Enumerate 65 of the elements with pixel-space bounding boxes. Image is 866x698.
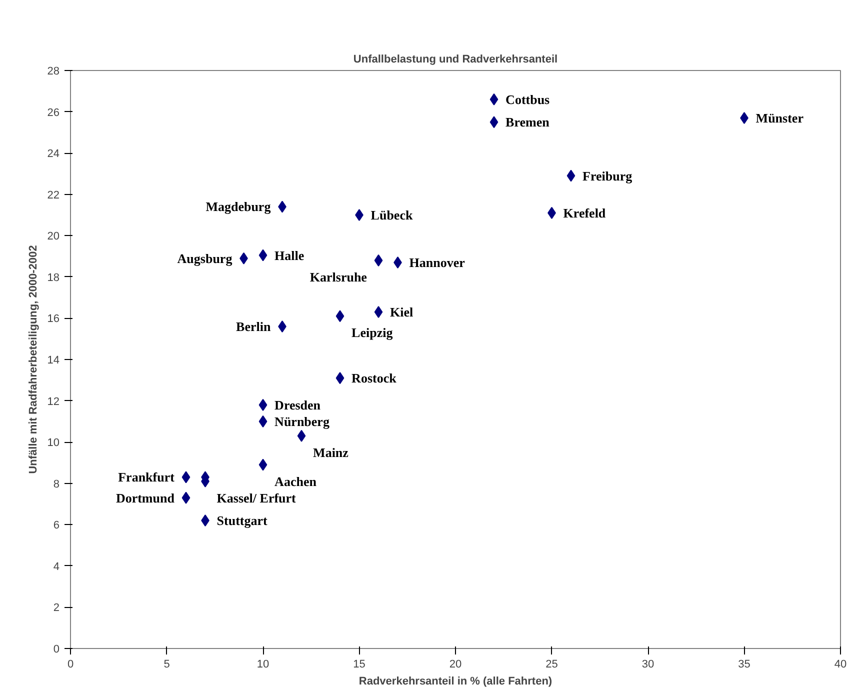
- point: [336, 372, 344, 384]
- annotation: Kiel: [390, 304, 414, 320]
- annotation: Magdeburg: [206, 199, 272, 214]
- y-axis-title: Unfälle mit Radfahrerbeteiligung, 2000-2002: [27, 245, 40, 474]
- y-tick-label: 24: [47, 148, 60, 160]
- point: [566, 170, 576, 182]
- x-tick-label: 15: [353, 658, 366, 670]
- y-tick-label: 10: [47, 437, 60, 450]
- annotation: Nürnberg: [274, 414, 330, 429]
- annotation: Leipzig: [352, 325, 394, 340]
- annotation: Krefeld: [563, 205, 606, 220]
- point: [258, 398, 268, 411]
- annotation: Augsburg: [177, 250, 233, 266]
- y-tick-label: 26: [47, 106, 60, 119]
- x-tick-label: 5: [164, 658, 170, 670]
- annotation: Lübeck: [370, 208, 414, 222]
- annotation: Karlsruhe: [310, 269, 368, 284]
- point: [374, 254, 383, 266]
- x-tick-label: 30: [642, 658, 654, 670]
- annotation: Halle: [274, 248, 304, 263]
- annotation: Bremen: [506, 114, 550, 130]
- point: [182, 492, 190, 504]
- x-tick-label: 0: [67, 658, 74, 670]
- y-tick-label: 14: [47, 354, 60, 366]
- annotation: Cottbus: [506, 92, 550, 107]
- annotation: Münster: [756, 110, 804, 126]
- annotation: Kassel/ Erfurt: [216, 490, 297, 506]
- x-tick-label: 10: [256, 658, 270, 670]
- annotation: Hannover: [409, 254, 466, 270]
- x-tick-label: 35: [738, 658, 750, 670]
- y-tick-label: 8: [53, 478, 60, 490]
- point: [355, 209, 364, 221]
- point: [258, 415, 268, 428]
- annotation: Frankfurt: [118, 470, 176, 485]
- annotation: Freiburg: [582, 168, 633, 184]
- point: [182, 471, 190, 484]
- point: [336, 310, 344, 322]
- x-axis-title: Radverkehrsanteil in % (alle Fahrten): [358, 676, 552, 688]
- y-tick-label: 0: [53, 644, 60, 656]
- x-tick-label: 25: [546, 658, 558, 670]
- y-tick-label: 12: [47, 396, 60, 408]
- annotation: Stuttgart: [216, 513, 268, 528]
- point: [297, 430, 306, 442]
- y-tick-label: 18: [47, 272, 60, 284]
- y-tick-label: 2: [53, 602, 60, 614]
- annotation: Aachen: [274, 474, 318, 489]
- point: [374, 306, 383, 318]
- annotation: Berlin: [236, 318, 272, 334]
- y-tick-label: 4: [53, 560, 60, 573]
- x-tick-label: 40: [834, 658, 847, 670]
- point: [490, 93, 498, 106]
- y-tick-label: 20: [47, 230, 60, 243]
- y-tick-label: 6: [53, 520, 60, 532]
- y-tick-label: 22: [47, 189, 60, 202]
- y-tick-label: 28: [47, 66, 60, 78]
- point: [258, 458, 268, 471]
- annotation: Mainz: [313, 444, 349, 460]
- annotation: Dresden: [274, 397, 322, 412]
- annotation: Rostock: [352, 370, 398, 386]
- annotation: Dortmund: [116, 490, 176, 506]
- x-tick-label: 20: [449, 658, 462, 670]
- point: [258, 249, 268, 262]
- y-tick-label: 16: [47, 313, 60, 326]
- chart-title: Unfallbelastung und Radverkehrsanteil: [353, 54, 558, 66]
- point: [490, 116, 498, 128]
